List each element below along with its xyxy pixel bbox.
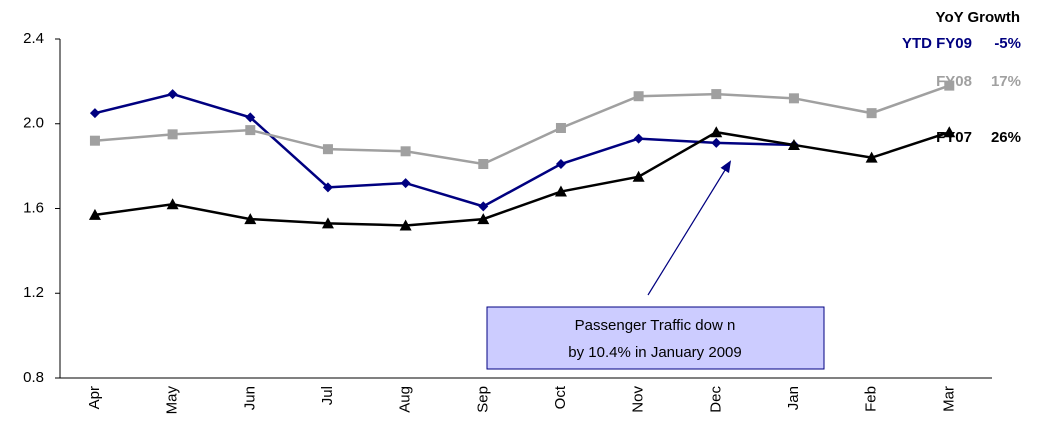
point (866, 108, 877, 119)
point (89, 108, 100, 119)
point (944, 80, 955, 91)
y-tick-label: 0.8 (23, 369, 44, 386)
point (166, 198, 179, 210)
point (711, 89, 722, 100)
y-tick-label: 1.2 (23, 284, 44, 301)
point (88, 208, 101, 220)
point (245, 112, 256, 123)
point (321, 217, 334, 229)
annotation-box (486, 306, 825, 370)
x-tick-label: Aug (397, 386, 414, 413)
point (167, 129, 178, 140)
point (787, 138, 800, 150)
point (400, 178, 411, 189)
legend-label: YTD FY09 (902, 35, 972, 52)
point (633, 91, 644, 102)
point (554, 185, 567, 197)
annotation-arrow (647, 160, 732, 296)
y-tick-label: 1.6 (23, 199, 44, 216)
legend-growth: 26% (991, 129, 1021, 146)
x-tick-label: Mar (940, 386, 957, 412)
legend-growth: -5% (994, 35, 1021, 52)
point (478, 201, 489, 212)
x-tick-label: Feb (863, 386, 880, 412)
point (710, 126, 723, 138)
x-tick-label: Jan (785, 386, 802, 410)
point (245, 125, 256, 136)
x-tick-label: Sep (474, 386, 491, 413)
x-tick-label: Jun (241, 386, 258, 410)
point (477, 213, 490, 225)
series-line (94, 84, 950, 166)
x-tick-label: Dec (707, 386, 724, 413)
point (322, 182, 333, 193)
point (711, 137, 722, 148)
series-line (94, 92, 794, 208)
y-tick-label: 2.4 (23, 30, 44, 47)
x-tick-label: Apr (86, 386, 103, 409)
point (943, 126, 956, 138)
annotation-line: Passenger Traffic dow n (575, 317, 736, 334)
y-tick-label: 2.0 (23, 115, 44, 132)
point (788, 93, 799, 104)
point (865, 151, 878, 163)
x-tick-label: Oct (552, 385, 569, 409)
point (244, 213, 257, 225)
point (167, 89, 178, 100)
point (555, 159, 566, 170)
x-tick-label: Jul (319, 386, 336, 405)
point (399, 219, 412, 231)
point (478, 159, 489, 170)
series-line (94, 130, 950, 227)
point (322, 144, 333, 155)
x-tick-label: Nov (630, 386, 647, 413)
x-tick-label: May (164, 386, 181, 415)
point (632, 170, 645, 182)
point (555, 122, 566, 133)
annotation-line: by 10.4% in January 2009 (568, 344, 741, 361)
point (400, 146, 411, 157)
legend-label: FY07 (936, 129, 972, 146)
legend-label: FY08 (936, 73, 972, 90)
point (633, 133, 644, 144)
legend-growth: 17% (991, 73, 1021, 90)
point (89, 135, 100, 146)
legend-title: YoY Growth (936, 9, 1020, 26)
